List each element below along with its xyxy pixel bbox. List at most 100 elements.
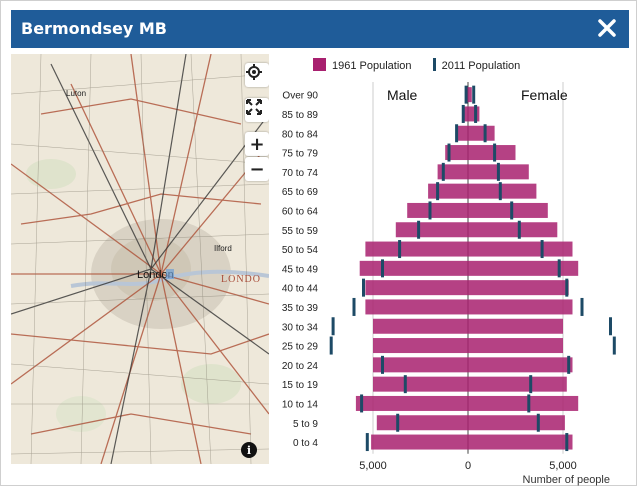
marker-2011-female [609, 317, 612, 336]
bar-1961-female [468, 434, 573, 450]
marker-2011-female [612, 336, 616, 355]
marker-2011-female [565, 433, 569, 452]
zoom-in-icon: + [249, 133, 265, 155]
bar-1961-male [373, 318, 468, 334]
marker-2011-male [396, 413, 400, 432]
marker-2011-male [365, 433, 369, 452]
marker-2011-male [428, 201, 432, 220]
bar-1961-male [395, 222, 468, 238]
marker-2011-female [567, 355, 571, 374]
bar-1961-female [468, 376, 567, 392]
marker-2011-male [461, 104, 465, 123]
marker-2011-female [510, 201, 514, 220]
bar-1961-female [468, 125, 495, 141]
legend-label-1961: 1961 Population [332, 60, 412, 72]
map-tiles: Luton Ilford London LONDO [11, 54, 269, 464]
place-label-london-large: LONDO [221, 274, 261, 285]
bar-1961-male [371, 434, 468, 450]
female-label: Female [521, 87, 568, 103]
age-tick-label: 45 to 49 [282, 264, 319, 275]
bar-1961-female [468, 106, 480, 122]
bar-1961-male [373, 338, 468, 354]
bar-1961-male [457, 125, 468, 141]
marker-2011-male [360, 394, 364, 413]
marker-2011-female [474, 104, 478, 123]
bar-1961-male [373, 376, 468, 392]
marker-2011-female [527, 394, 531, 413]
marker-2011-female [536, 413, 540, 432]
marker-2011-male [455, 124, 459, 143]
popup-header: Bermondsey MB [11, 10, 629, 48]
age-tick-label: 15 to 19 [282, 380, 319, 391]
bar-1961-female [468, 299, 573, 315]
age-tick-label: 60 to 64 [282, 206, 319, 217]
marker-2011-male [352, 297, 356, 316]
place-label-london: London [137, 269, 174, 281]
x-tick-label: 5,000 [359, 460, 387, 472]
place-label-luton: Luton [66, 89, 86, 98]
age-tick-label: 0 to 4 [293, 438, 318, 449]
marker-2011-female [483, 124, 487, 143]
age-tick-label: Over 90 [282, 91, 318, 102]
bar-1961-male [365, 280, 468, 296]
locate-button[interactable] [245, 63, 269, 87]
x-tick-label: 0 [465, 460, 471, 472]
age-tick-label: 55 to 59 [282, 226, 319, 237]
close-icon[interactable] [595, 16, 619, 40]
marker-2011-male [447, 143, 451, 162]
marker-2011-male [441, 162, 445, 181]
popup-title: Bermondsey MB [21, 19, 167, 38]
info-button[interactable]: i [241, 442, 257, 458]
legend-swatch-2011 [432, 58, 436, 71]
age-tick-label: 75 to 79 [282, 149, 319, 160]
bar-1961-female [468, 415, 565, 431]
age-tick-label: 70 to 74 [282, 168, 319, 179]
marker-2011-male [403, 375, 407, 394]
place-label-ilford: Ilford [214, 244, 232, 253]
bar-1961-male [365, 299, 468, 315]
marker-2011-male [329, 336, 333, 355]
bar-1961-male [355, 395, 468, 411]
historic-map[interactable]: Luton Ilford London LONDO + − i [11, 54, 269, 464]
marker-2011-female [496, 162, 500, 181]
marker-2011-female [565, 278, 569, 297]
marker-2011-male [331, 317, 335, 336]
bar-1961-female [468, 241, 573, 257]
zoom-in-button[interactable]: + [245, 132, 269, 156]
legend-label-2011: 2011 Population [441, 60, 521, 72]
bar-1961-male [376, 415, 468, 431]
population-pyramid-chart: 1961 Population 2011 Population Male Fema… [271, 54, 631, 486]
zoom-out-button[interactable]: − [245, 157, 269, 181]
age-tick-label: 65 to 69 [282, 187, 319, 198]
bar-1961-male [437, 164, 468, 180]
marker-2011-male [381, 259, 384, 278]
marker-2011-male [362, 278, 365, 297]
marker-2011-female [472, 85, 476, 104]
legend-swatch-1961 [313, 58, 326, 71]
age-tick-label: 25 to 29 [282, 342, 319, 353]
chart-legend: 1961 Population 2011 Population [313, 58, 520, 72]
bar-1961-male [365, 241, 468, 257]
bar-1961-male [407, 202, 468, 218]
bar-1961-female [468, 280, 569, 296]
age-tick-label: 40 to 44 [282, 284, 319, 295]
zoom-out-icon: − [249, 158, 265, 180]
bar-1961-female [468, 260, 579, 276]
bar-1961-male [373, 357, 468, 373]
bar-1961-female [468, 145, 516, 161]
marker-2011-female [517, 220, 521, 239]
fullscreen-button[interactable] [245, 98, 269, 122]
age-tick-label: 10 to 14 [282, 399, 319, 410]
age-tick-label: 35 to 39 [282, 303, 319, 314]
marker-2011-male [381, 355, 384, 374]
bar-1961-male [359, 260, 468, 276]
bar-1961-male [428, 183, 468, 199]
bar-1961-female [468, 318, 563, 334]
bar-1961-male [445, 145, 468, 161]
bar-1961-female [468, 87, 472, 103]
marker-2011-female [557, 259, 561, 278]
bar-1961-female [468, 202, 548, 218]
bar-1961-female [468, 338, 563, 354]
boundary-marker [166, 269, 174, 279]
